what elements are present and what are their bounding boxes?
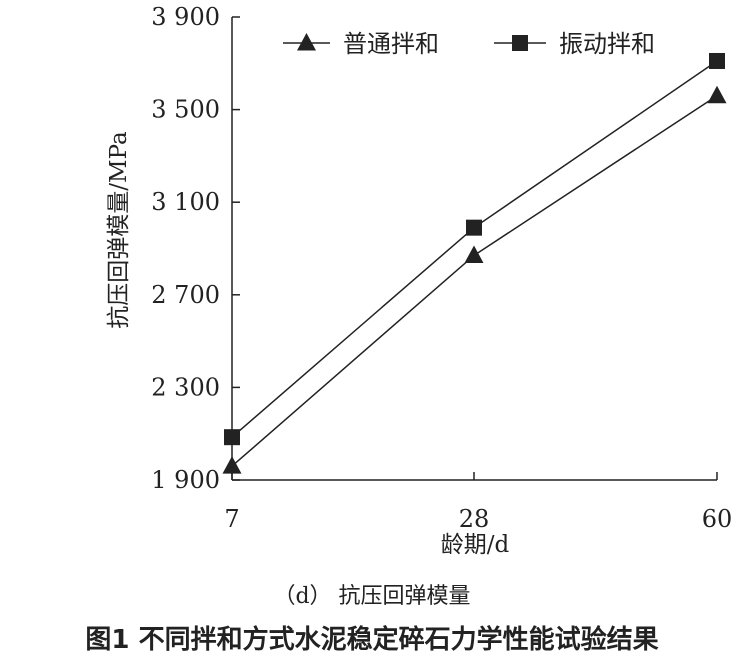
square-marker	[709, 52, 725, 69]
legend: 普通拌和 振动拌和	[283, 30, 655, 58]
y-tick-label: 3 100	[151, 188, 220, 216]
legend-square-marker	[512, 35, 528, 51]
series-lines	[231, 60, 718, 467]
legend-label: 振动拌和	[559, 30, 655, 58]
series-line-normal-mixing	[231, 95, 718, 467]
chart-subcaption: （d） 抗压回弹模量	[273, 584, 470, 609]
y-tick-label: 2 300	[151, 373, 220, 401]
y-axis-title: 抗压回弹模量/MPa	[106, 131, 132, 329]
square-marker	[466, 219, 482, 236]
x-tick-label: 28	[459, 505, 490, 533]
triangle-marker	[464, 245, 484, 263]
y-tick-label: 3 900	[151, 3, 220, 31]
y-tick-label: 2 700	[151, 281, 220, 309]
y-tick-label: 1 900	[151, 466, 220, 494]
x-axis-ticks: 7 28 60	[224, 472, 732, 533]
figure-caption: 图1 不同拌和方式水泥稳定碎石力学性能试验结果	[85, 624, 658, 655]
x-axis-title: 龄期/d	[441, 532, 510, 558]
triangle-marker	[222, 456, 242, 474]
legend-label: 普通拌和	[343, 30, 439, 58]
legend-triangle-marker	[297, 33, 316, 51]
x-tick-label: 60	[702, 505, 733, 533]
y-tick-label: 3 500	[151, 96, 220, 124]
square-marker	[224, 429, 240, 446]
y-axis-ticks: 1 900 2 300 2 700 3 100 3 500 3 900	[151, 3, 240, 494]
series-markers	[222, 52, 727, 474]
x-tick-label: 7	[224, 505, 239, 533]
triangle-marker	[707, 85, 727, 104]
